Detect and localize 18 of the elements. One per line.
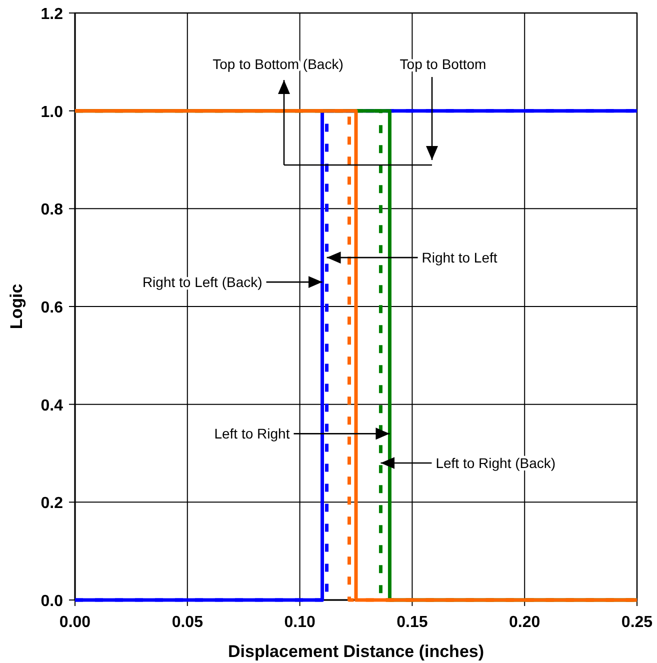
y-tick-label: 1.0 — [40, 104, 64, 121]
annotation: Top to Bottom (Back) — [212, 56, 344, 72]
y-axis-title: Logic — [7, 284, 26, 330]
annotation: Left to Right — [214, 426, 290, 442]
x-tick-label: 0.25 — [621, 614, 653, 631]
x-tick-label: 0.10 — [284, 614, 316, 631]
y-tick-label: 0.2 — [40, 495, 64, 512]
x-tick-label: 0.20 — [509, 614, 540, 631]
y-tick-label: 1.2 — [40, 6, 64, 23]
x-tick-label: 0.00 — [59, 614, 91, 631]
y-tick-label: 0.4 — [40, 397, 64, 414]
y-tick-label: 0.0 — [40, 593, 64, 610]
annotation: Right to Left — [422, 250, 498, 266]
x-tick-label: 0.05 — [172, 614, 204, 631]
x-axis-title: Displacement Distance (inches) — [228, 642, 484, 661]
y-tick-label: 0.6 — [40, 300, 64, 316]
x-tick-label: 0.15 — [396, 614, 428, 631]
y-tick-label: 0.8 — [40, 202, 64, 219]
